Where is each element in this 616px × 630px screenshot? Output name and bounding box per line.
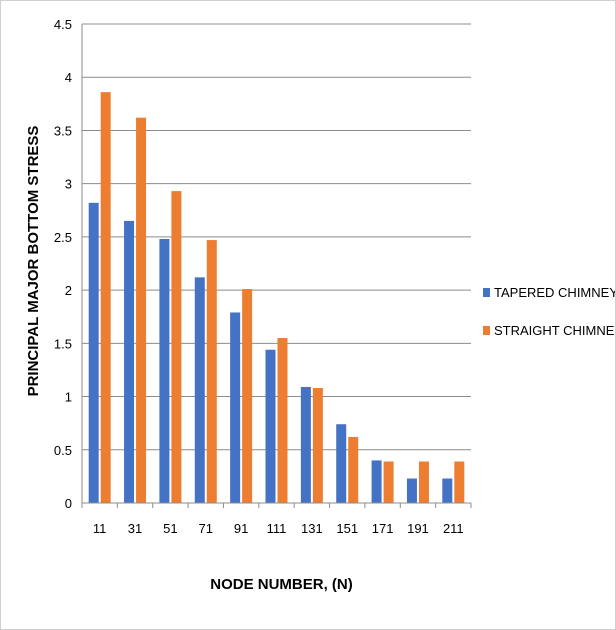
bar-straight-91 xyxy=(242,289,253,503)
bar-tapered-51 xyxy=(159,239,170,504)
bar-straight-171 xyxy=(383,461,394,503)
x-tick-label: 211 xyxy=(443,521,464,536)
bar-tapered-151 xyxy=(336,424,347,503)
y-tick-label: 3 xyxy=(65,177,72,192)
y-tick-label: 1.5 xyxy=(54,336,72,351)
x-tick-label: 151 xyxy=(336,521,358,536)
x-axis-title: NODE NUMBER, (N) xyxy=(210,576,353,593)
x-tick-label: 51 xyxy=(163,521,177,536)
x-tick-label: 111 xyxy=(267,521,287,536)
y-tick-label: 2 xyxy=(65,283,72,298)
bars xyxy=(88,92,465,504)
gridlines xyxy=(82,23,471,451)
x-tick-label: 171 xyxy=(372,521,394,536)
bar-tapered-211 xyxy=(442,478,453,503)
y-tick-label: 1 xyxy=(65,390,72,405)
bar-tapered-71 xyxy=(194,277,205,503)
axes xyxy=(81,24,472,508)
bar-straight-211 xyxy=(454,461,465,503)
bar-tapered-171 xyxy=(371,460,382,503)
legend-label: TAPERED CHIMNEY xyxy=(494,285,615,300)
bar-straight-11 xyxy=(100,92,111,503)
x-tick-label: 11 xyxy=(93,521,107,536)
legend-swatch xyxy=(483,326,490,335)
bar-straight-151 xyxy=(348,437,359,503)
bar-tapered-111 xyxy=(265,349,276,503)
bar-tapered-11 xyxy=(88,202,99,503)
bar-tapered-91 xyxy=(230,312,241,503)
legend: TAPERED CHIMNEY STRAIGHT CHIMNEY xyxy=(483,285,615,338)
bar-straight-31 xyxy=(136,117,147,503)
bar-straight-71 xyxy=(206,240,217,504)
bar-straight-51 xyxy=(171,191,182,503)
bar-tapered-131 xyxy=(300,386,311,503)
bar-straight-191 xyxy=(418,461,429,503)
tick-labels: 0 0.5 1 1.5 2 2.5 3 3.5 4 4.5 11 31 51 71 91 111 131 151 1… xyxy=(54,17,464,536)
y-tick-label: 3.5 xyxy=(54,123,72,138)
bar-tapered-191 xyxy=(406,478,417,503)
legend-label: STRAIGHT CHIMNEY xyxy=(494,323,615,338)
legend-swatch xyxy=(483,288,490,297)
y-tick-label: 2.5 xyxy=(54,230,72,245)
x-tick-label: 71 xyxy=(199,521,213,536)
x-tick-label: 91 xyxy=(234,521,248,536)
y-tick-label: 0 xyxy=(65,496,72,511)
x-tick-label: 191 xyxy=(407,521,429,536)
y-tick-label: 0.5 xyxy=(54,443,72,458)
x-tick-label: 31 xyxy=(128,521,142,536)
bar-straight-131 xyxy=(312,388,323,503)
y-tick-label: 4 xyxy=(65,70,72,85)
x-tick-label: 131 xyxy=(301,521,323,536)
y-axis-title: PRINCIPAL MAJOR BOTTOM STRESS xyxy=(25,126,42,397)
y-tick-label: 4.5 xyxy=(54,17,72,32)
bar-tapered-31 xyxy=(124,220,135,503)
bar-straight-111 xyxy=(277,338,288,503)
